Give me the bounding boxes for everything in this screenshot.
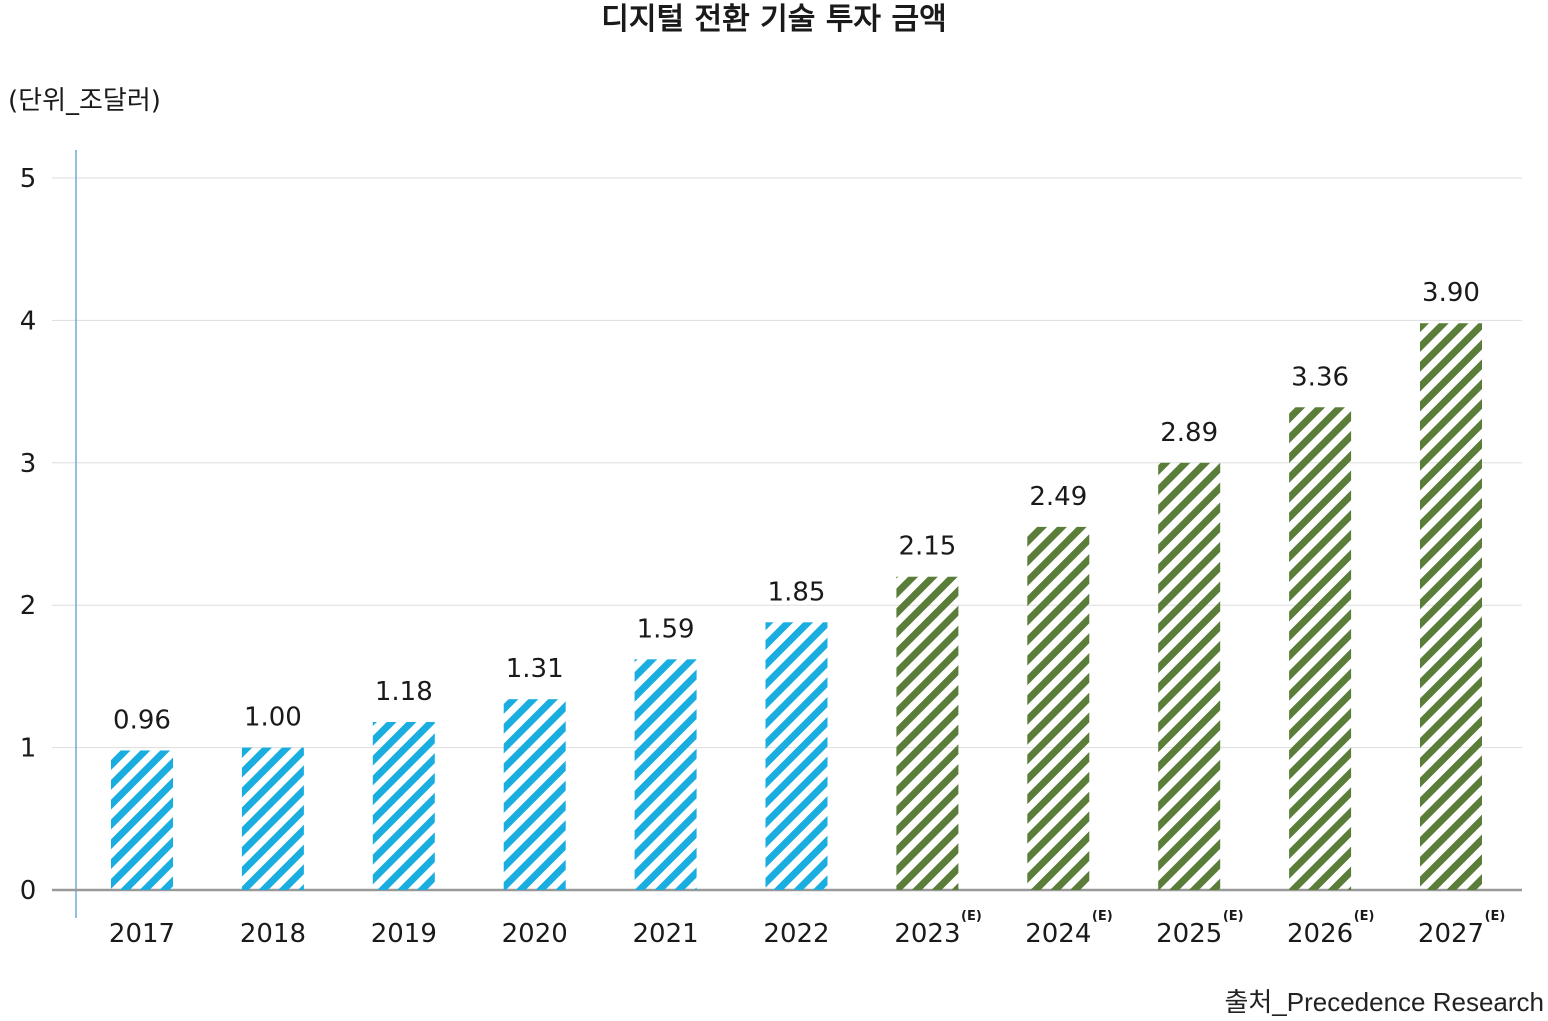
bar-2018 — [241, 747, 304, 890]
labels: 0 1 2 3 4 5 0.96 2017 1.00 2018 1.18 2019 1.31 2020 1.… — [20, 164, 1506, 949]
value-label-2023: 2.15 — [898, 532, 956, 562]
y-tick-label: 3 — [20, 449, 37, 479]
x-tick-label-2027: 2027 — [1418, 919, 1484, 949]
value-label-2021: 1.59 — [637, 614, 695, 644]
estimate-mark-2026: (E) — [1354, 909, 1375, 924]
value-label-2018: 1.00 — [244, 703, 302, 733]
value-label-2027: 3.90 — [1422, 278, 1480, 308]
x-tick-label-2017: 2017 — [109, 919, 175, 949]
value-label-2022: 1.85 — [768, 577, 826, 607]
value-label-2017: 0.96 — [113, 705, 171, 735]
value-label-2019: 1.18 — [375, 677, 433, 707]
bar-2025 — [1158, 462, 1221, 890]
value-label-2024: 2.49 — [1029, 482, 1087, 512]
estimate-mark-2025: (E) — [1223, 909, 1244, 924]
x-tick-label-2020: 2020 — [502, 919, 568, 949]
chart-title: 디지털 전환 기술 투자 금액 — [601, 2, 947, 37]
value-label-2020: 1.31 — [506, 654, 564, 684]
x-tick-label-2023: 2023 — [894, 919, 960, 949]
x-tick-label-2019: 2019 — [371, 919, 437, 949]
y-tick-label: 0 — [20, 876, 37, 906]
x-tick-label-2025: 2025 — [1156, 919, 1222, 949]
bar-2021 — [634, 659, 697, 890]
y-tick-label: 2 — [20, 591, 37, 621]
bar-2023 — [896, 576, 959, 890]
source-label: 출처_Precedence Research — [1224, 987, 1544, 1017]
estimate-mark-2027: (E) — [1485, 909, 1506, 924]
x-tick-label-2024: 2024 — [1025, 919, 1091, 949]
bar-2026 — [1289, 407, 1352, 890]
x-tick-label-2021: 2021 — [633, 919, 699, 949]
bar-2019 — [372, 721, 435, 890]
bars — [111, 323, 1482, 890]
x-tick-label-2026: 2026 — [1287, 919, 1353, 949]
estimate-mark-2024: (E) — [1092, 909, 1113, 924]
y-tick-label: 1 — [20, 734, 37, 764]
y-tick-label: 4 — [20, 306, 37, 336]
value-label-2026: 3.36 — [1291, 362, 1349, 392]
bar-2027 — [1420, 323, 1482, 890]
y-tick-label: 5 — [20, 164, 37, 194]
unit-label: (단위_조달러) — [8, 86, 161, 116]
estimate-mark-2023: (E) — [961, 909, 982, 924]
value-label-2025: 2.89 — [1160, 418, 1218, 448]
bar-2020 — [503, 699, 566, 890]
bar-2017 — [111, 750, 173, 890]
bar-2022 — [765, 622, 828, 890]
x-tick-label-2022: 2022 — [763, 919, 829, 949]
x-tick-label-2018: 2018 — [240, 919, 306, 949]
bar-2024 — [1027, 526, 1090, 890]
